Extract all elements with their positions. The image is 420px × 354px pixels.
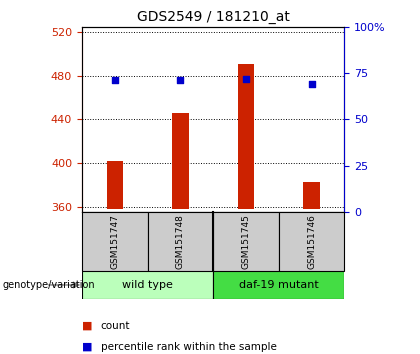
Bar [238,64,254,209]
Text: genotype/variation: genotype/variation [2,280,95,290]
Text: GSM151746: GSM151746 [307,214,316,269]
Text: wild type: wild type [122,280,173,290]
Point [111,78,118,83]
Point [177,78,184,83]
Point [308,81,315,87]
Bar [172,113,189,209]
Text: GSM151745: GSM151745 [241,214,250,269]
Bar [279,212,344,271]
Text: GSM151747: GSM151747 [110,214,119,269]
Bar [82,271,213,299]
Bar [213,212,279,271]
Bar [303,182,320,209]
Point [243,76,249,81]
Text: percentile rank within the sample: percentile rank within the sample [101,342,277,352]
Bar [213,271,344,299]
Text: count: count [101,321,130,331]
Bar [107,161,123,209]
Text: GSM151748: GSM151748 [176,214,185,269]
Text: ■: ■ [82,342,92,352]
Bar [147,212,213,271]
Bar [82,212,147,271]
Text: ■: ■ [82,321,92,331]
Text: daf-19 mutant: daf-19 mutant [239,280,319,290]
Title: GDS2549 / 181210_at: GDS2549 / 181210_at [137,10,289,24]
